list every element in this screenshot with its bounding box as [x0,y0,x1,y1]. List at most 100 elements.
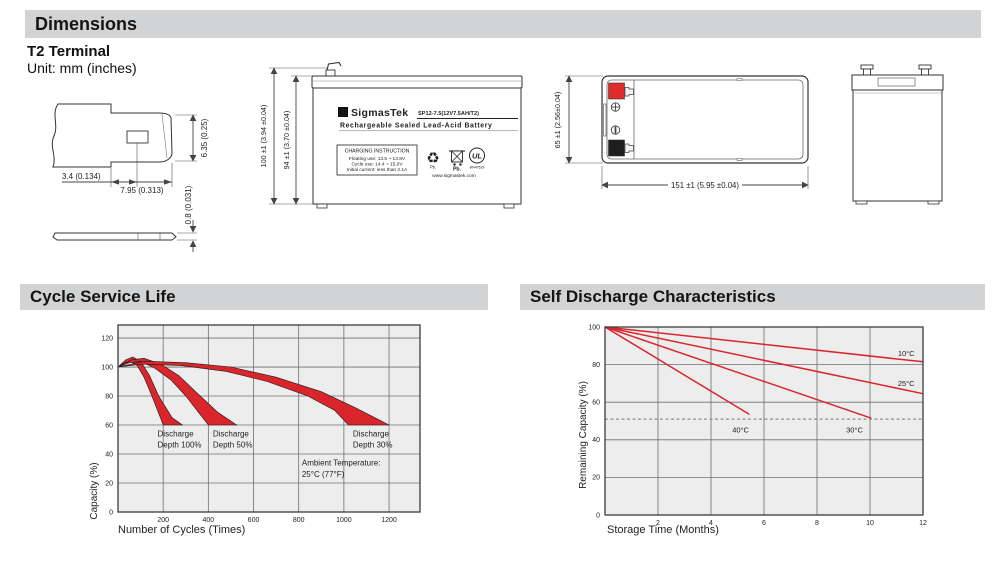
battery-top-view: 65 ±1 (2.56±0.04) 151 ±1 (5.95 ±0.04) [553,75,809,190]
recycle-icon: ♻ [426,150,439,167]
annotation-line: Ambient Temperature: [302,459,381,468]
y-axis-title: Remaining Capacity (%) [578,381,589,489]
negative-terminal-tab [624,143,634,153]
terminal-dimensions: 6.35 (0.25) 3.4 (0.134) 7.95 (0.313) 0.8… [62,114,209,252]
recycle-pb-label: Pb. [430,165,436,170]
plot-border [604,326,924,516]
terminal-hole [126,130,149,144]
series-label: 25°C [898,379,915,388]
dim-hole-offset: 3.4 (0.134) [62,172,101,181]
ul-file-number: MH47629 [470,166,485,170]
dim-thickness: 0.8 (0.031) [184,185,193,224]
y-tick-label: 100 [588,324,600,331]
bin-pb-label: Pb. [453,167,462,173]
top-view-case [601,75,809,164]
subsection-title: T2 Terminal [27,43,111,60]
section-title: Cycle Service Life [30,287,176,306]
band-label: Depth 100% [158,441,202,450]
self-discharge-chart: 2 4 6 8 10 12 0 20 40 60 80 100 10°C 25°C 30°C 40°C Stor… [578,324,927,536]
x-tick-label: 8 [815,520,819,527]
terminal-curl [326,61,342,71]
series-line [604,326,872,419]
brand-logo-glyph: Σ [340,108,345,118]
section-header-dimensions: Dimensions [25,10,981,38]
x-tick-label: 200 [157,517,169,524]
x-axis-title: Storage Time (Months) [607,524,719,536]
positive-symbol [610,102,621,112]
y-tick-label: 60 [105,422,113,429]
band-label: Discharge [158,430,195,439]
y-tick-label: 80 [105,393,113,400]
x-tick-label: 600 [248,517,260,524]
ul-letters: UL [472,152,482,161]
y-tick-label: 100 [101,364,113,371]
series-line [604,326,750,416]
brand-name: SigmasTek [351,107,408,119]
terminal-tab-top-view [51,103,173,168]
x-tick-label: 1200 [381,517,397,524]
series-label: 10°C [898,349,915,358]
y-tick-label: 20 [105,480,113,487]
terminal-detail-drawing: 6.35 (0.25) 3.4 (0.134) 7.95 (0.313) 0.8… [51,103,209,252]
crossed-bin-icon [449,150,465,166]
dim-width: 65 ±1 (2.56±0.04) [553,92,562,149]
annotation-line: 25°C (77°F) [302,470,345,479]
battery-type: Rechargeable Sealed Lead-Acid Battery [340,123,492,130]
charging-line1: Floating use: 13.5 ~ 13.8V [349,156,406,162]
x-tick-label: 12 [919,520,927,527]
band-label: Discharge [353,430,390,439]
series-label: 40°C [732,425,749,434]
x-tick-label: 2 [656,520,660,527]
terminal-side-view [52,232,177,241]
band-label: Depth 50% [213,441,253,450]
section-title: Dimensions [35,14,138,34]
y-tick-label: 60 [592,400,600,407]
side-view-case [851,64,944,205]
series-line [604,326,924,395]
band-label: Discharge [213,430,250,439]
x-tick-label: 1000 [336,517,352,524]
dim-overall-height: 100 ±1 (3.94 ±0.04) [259,105,268,168]
y-axis-title: Capacity (%) [89,462,100,519]
dim-tab-length: 7.95 (0.313) [120,186,163,195]
dim-tab-width: 6.35 (0.25) [200,118,209,157]
positive-terminal-tab [624,87,634,97]
unit-note: Unit: mm (inches) [27,60,137,76]
y-tick-label: 0 [109,509,113,516]
y-tick-label: 40 [105,451,113,458]
series-label: 30°C [846,425,863,434]
series-line [604,326,924,363]
y-tick-label: 80 [592,362,600,369]
battery-front-view: 100 ±1 (3.94 ±0.04) 94 ±1 (3.70 ±0.04) Σ… [259,61,523,209]
battery-case [311,61,523,209]
website: www.sigmastek.com [432,173,475,179]
charging-title: CHARGING INSTRUCTION [345,149,410,155]
handle-recess [877,77,916,87]
battery-side-view [851,64,944,205]
x-tick-label: 800 [293,517,305,524]
brand-logo [338,107,348,117]
model-number: SP12-7.5(12V7.5AH/T2) [418,111,479,117]
y-tick-label: 0 [596,512,600,519]
negative-symbol [610,125,621,135]
x-tick-label: 10 [866,520,874,527]
top-view-dimensions: 65 ±1 (2.56±0.04) 151 ±1 (5.95 ±0.04) [553,75,809,190]
charging-line3: Initial current: less than 2.1A [347,167,408,173]
dim-case-height: 94 ±1 (3.70 ±0.04) [282,111,291,170]
y-tick-label: 120 [101,335,113,342]
x-tick-label: 6 [762,520,766,527]
ul-mark-icon: UL [469,147,485,164]
x-axis-title: Number of Cycles (Times) [118,524,245,536]
cycle-service-life-chart: 200 400 600 800 1000 1200 0 20 40 60 80 100 120 Disch… [89,324,421,536]
charging-instruction-box [336,144,418,176]
charging-line2: Cycle use: 14.4 ~ 15.0V [351,162,403,168]
y-tick-label: 40 [592,437,600,444]
discharge-band [117,360,390,426]
positive-terminal [608,82,625,100]
band-label: Depth 30% [353,441,393,450]
front-dimensions: 100 ±1 (3.94 ±0.04) 94 ±1 (3.70 ±0.04) [259,67,327,205]
section-header-cycle-service-life: Cycle Service Life [20,284,488,310]
negative-terminal [608,139,625,157]
section-title: Self Discharge Characteristics [530,287,776,306]
